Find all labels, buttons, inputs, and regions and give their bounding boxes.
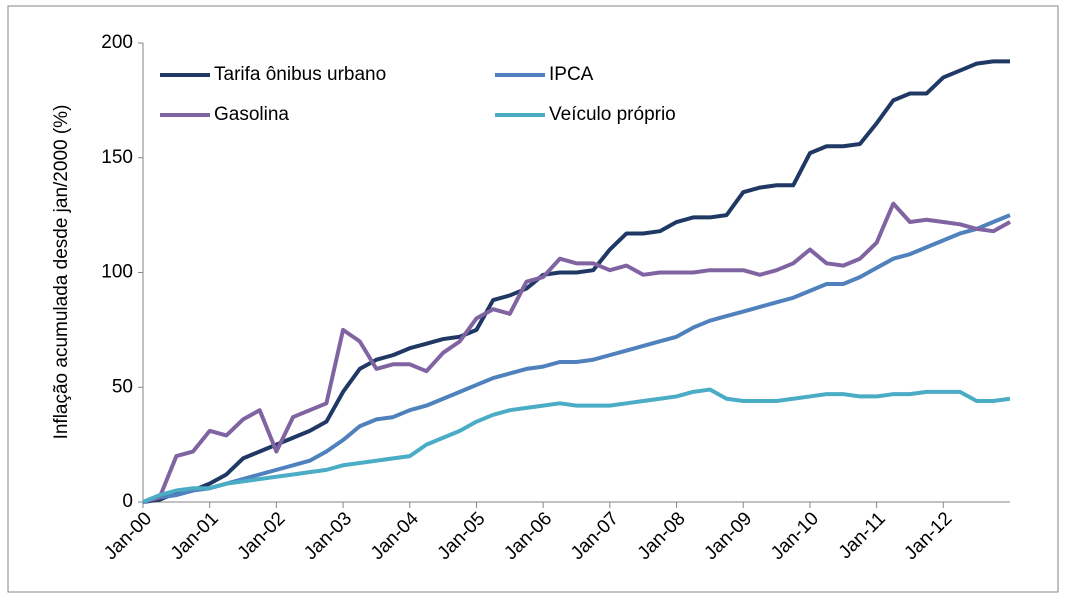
y-tick-label: 200: [101, 32, 133, 53]
y-axis-label: Inflação acumulada desde jan/2000 (%): [51, 105, 72, 440]
y-tick-label: 50: [112, 376, 133, 397]
legend-label: IPCA: [549, 64, 594, 85]
series-line: [142, 387, 1011, 504]
legend-label: Tarifa ônibus urbano: [214, 64, 386, 85]
y-tick-label: 100: [101, 262, 133, 283]
chart-frame: [7, 5, 1059, 593]
series-line: [142, 59, 1010, 504]
series-line: [142, 213, 1011, 504]
y-tick-label: 150: [101, 147, 133, 168]
series-line: [142, 201, 1011, 504]
legend-label: Veículo próprio: [549, 104, 676, 125]
y-tick-label: 0: [122, 491, 133, 512]
legend-label: Gasolina: [214, 104, 289, 125]
